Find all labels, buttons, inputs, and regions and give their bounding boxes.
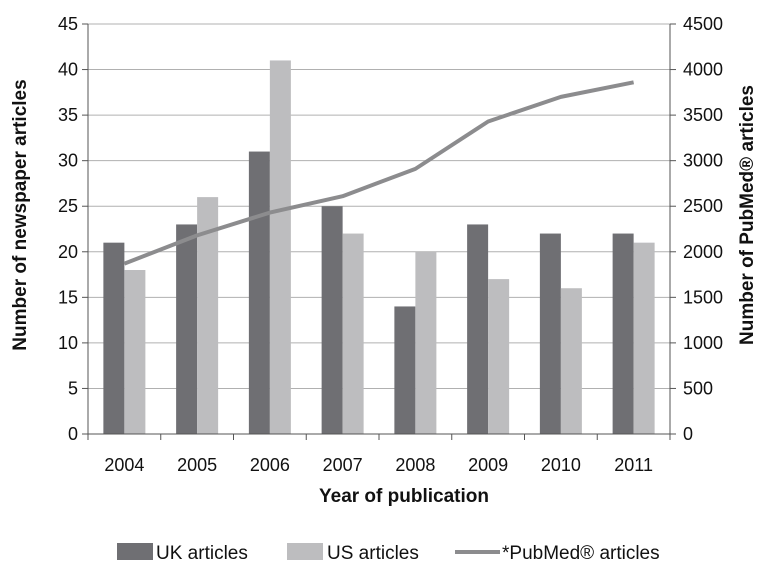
y2-tick-label: 4500: [683, 14, 723, 34]
x-tick-label: 2008: [395, 455, 435, 475]
y2-tick-label: 0: [683, 424, 693, 444]
y-tick-label: 25: [58, 196, 78, 216]
bar-uk-2004: [103, 242, 125, 434]
gridlines: [88, 23, 670, 389]
bar-uk-2009: [467, 224, 489, 434]
x-tick-label: 2005: [177, 455, 217, 475]
pubmed-line: [123, 80, 635, 266]
bar-uk-2008: [394, 306, 416, 434]
y-tick-label: 15: [58, 287, 78, 307]
bar-uk-2005: [176, 224, 198, 434]
y-tick-label: 40: [58, 60, 78, 80]
legend-label-pubmed: *PubMed® articles: [502, 543, 660, 564]
y2-tick-label: 4000: [683, 60, 723, 80]
y-tick-label: 30: [58, 151, 78, 171]
x-tick-label: 2007: [323, 455, 363, 475]
legend-label-us: US articles: [327, 543, 419, 564]
y2-tick-label: 3000: [683, 151, 723, 171]
bar-us-2011: [633, 242, 655, 434]
y-tick-label: 10: [58, 333, 78, 353]
x-tick-label: 2009: [468, 455, 508, 475]
bar-us-2009: [488, 279, 510, 434]
y2-tick-label: 500: [683, 378, 713, 398]
y-tick-label: 5: [68, 378, 78, 398]
y-tick-label: 0: [68, 424, 78, 444]
bar-us-2004: [124, 270, 146, 434]
bar-uk-2006: [248, 151, 270, 435]
axes: [82, 23, 676, 440]
bar-uk-2007: [321, 206, 343, 434]
pubmed-line-layer: [123, 80, 635, 266]
legend-swatch-us: [287, 543, 323, 560]
bar-us-2008: [415, 251, 437, 434]
y2-axis-title: Number of PubMed® articles: [737, 85, 758, 345]
y-tick-label: 20: [58, 242, 78, 262]
y-axis-title: Number of newspaper articles: [10, 79, 31, 350]
bar-us-2005: [197, 197, 219, 434]
y2-tick-label: 1500: [683, 287, 723, 307]
bar-us-2007: [342, 233, 364, 434]
y2-tick-label: 2000: [683, 242, 723, 262]
bar-us-2010: [560, 288, 582, 434]
legend: UK articles US articles *PubMed® article…: [117, 543, 660, 564]
legend-swatch-uk: [117, 543, 153, 560]
y2-tick-label: 2500: [683, 196, 723, 216]
bar-us-2006: [269, 60, 291, 434]
bar-uk-2010: [539, 233, 561, 434]
tick-labels: 0 5 10 15 20 25 30 35 40 45 0 500 1000 1500 2000 2500 30…: [58, 14, 723, 475]
x-tick-label: 2010: [541, 455, 581, 475]
y-tick-label: 45: [58, 14, 78, 34]
x-tick-label: 2006: [250, 455, 290, 475]
x-tick-label: 2011: [614, 455, 653, 475]
x-axis-title: Year of publication: [319, 486, 489, 507]
legend-label-uk: UK articles: [156, 543, 248, 564]
y-tick-label: 35: [58, 105, 78, 125]
bar-uk-2011: [612, 233, 634, 434]
x-tick-label: 2004: [104, 455, 144, 475]
y2-tick-label: 3500: [683, 105, 723, 125]
bars: [103, 60, 655, 435]
y2-tick-label: 1000: [683, 333, 723, 353]
